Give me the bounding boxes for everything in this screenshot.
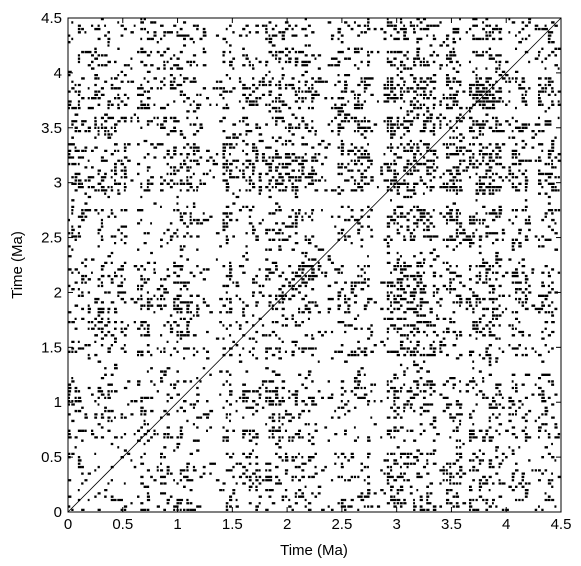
x-tick-label: 0.5 xyxy=(112,516,133,533)
y-axis-title: Time (Ma) xyxy=(9,231,26,299)
y-tick-label: 1.5 xyxy=(41,339,62,356)
line-of-identity xyxy=(67,17,562,513)
y-tick-label: 0 xyxy=(54,504,62,521)
x-tick-label: 2.5 xyxy=(331,516,352,533)
x-axis-title: Time (Ma) xyxy=(280,542,348,559)
x-tick-label: 4 xyxy=(502,516,510,533)
x-tick-label: 2 xyxy=(283,516,291,533)
x-tick-label: 4.5 xyxy=(551,516,572,533)
y-tick-label: 0.5 xyxy=(41,449,62,466)
y-tick-label: 4 xyxy=(54,65,62,82)
y-tick-label: 1 xyxy=(54,394,62,411)
y-tick-label: 2.5 xyxy=(41,230,62,247)
y-tick-label: 4.5 xyxy=(41,10,62,27)
y-axis-ticks: 0 0.5 1 1.5 2 2.5 3 3.5 4 4.5 xyxy=(41,10,561,521)
y-tick-label: 3 xyxy=(54,175,62,192)
x-tick-label: 3.5 xyxy=(441,516,462,533)
plot-frame xyxy=(67,17,562,513)
x-tick-label: 1 xyxy=(173,516,181,533)
x-tick-label: 3 xyxy=(392,516,400,533)
y-tick-label: 3.5 xyxy=(41,120,62,137)
x-tick-label: 1.5 xyxy=(222,516,243,533)
x-axis-ticks: 0 0.5 1 1.5 2 2.5 3 3.5 4 4.5 xyxy=(64,18,572,533)
x-tick-label: 0 xyxy=(64,516,72,533)
y-tick-label: 2 xyxy=(54,284,62,301)
